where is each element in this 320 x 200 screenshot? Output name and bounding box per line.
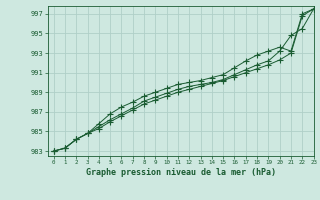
X-axis label: Graphe pression niveau de la mer (hPa): Graphe pression niveau de la mer (hPa) [86,168,276,177]
